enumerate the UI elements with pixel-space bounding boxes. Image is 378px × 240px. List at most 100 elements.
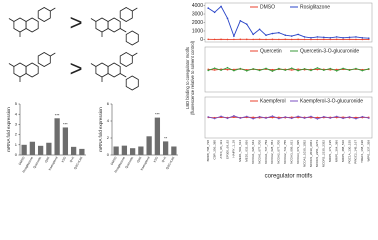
comparison-symbol: >	[70, 56, 83, 81]
data-point	[310, 36, 312, 39]
bond	[50, 52, 56, 57]
data-point	[252, 68, 254, 70]
x-tick-label: NRIP1_173_195	[328, 140, 332, 163]
data-point	[278, 116, 280, 119]
data-point	[233, 116, 235, 118]
x-tick-label: WIPI1_337_359	[367, 140, 371, 162]
significance-label: ***	[155, 112, 160, 117]
data-point	[355, 67, 357, 70]
bar	[62, 127, 69, 155]
chemical-ring	[95, 62, 109, 78]
data-point	[342, 116, 344, 118]
data-point	[271, 70, 274, 72]
chemical-ring	[13, 17, 27, 33]
chemical-ring	[119, 52, 133, 67]
data-point	[258, 28, 261, 31]
bar	[37, 145, 44, 155]
bond	[90, 18, 97, 22]
data-point	[233, 69, 235, 72]
data-point	[355, 116, 357, 119]
data-point	[329, 36, 332, 39]
bond	[8, 63, 15, 67]
bar	[79, 148, 85, 155]
data-point	[220, 69, 222, 71]
x-tick-label: MED1_632_656	[245, 140, 249, 162]
data-point	[226, 117, 229, 120]
x-tick-label: NRIP1_488_510	[341, 140, 345, 163]
y-tick-label: 4	[107, 118, 110, 123]
data-point	[367, 68, 370, 70]
data-point	[361, 36, 364, 39]
data-point	[252, 117, 254, 120]
y-axis-label: mRNA fold expression	[6, 107, 11, 152]
data-point	[258, 115, 261, 118]
data-point	[329, 67, 332, 70]
data-point	[335, 38, 338, 41]
data-point	[355, 117, 357, 120]
data-point	[207, 38, 210, 41]
x-axis-label: coregulator motifs	[265, 174, 313, 180]
bar	[29, 141, 36, 155]
data-point	[284, 116, 287, 118]
x-tick-label: DMSO	[18, 155, 26, 165]
data-point	[297, 115, 299, 118]
data-point	[213, 117, 216, 120]
y-tick-label: 0	[107, 152, 110, 157]
x-tick-label: NCOR1_2039_2061	[309, 140, 313, 168]
x-tick-label: BRD8_708_728	[206, 140, 210, 162]
significance-label: ***	[55, 112, 60, 117]
data-point	[342, 67, 344, 70]
data-point	[367, 37, 370, 39]
data-point	[329, 69, 332, 71]
data-point	[348, 36, 351, 39]
data-point	[213, 69, 216, 71]
data-point	[367, 38, 370, 41]
x-tick-label: Q3G	[136, 155, 143, 163]
data-point	[265, 38, 267, 41]
panel-frame	[204, 46, 373, 93]
legend-label: Kaempferol	[260, 98, 286, 104]
data-point	[271, 68, 274, 71]
panel-frame	[204, 2, 373, 43]
data-point	[278, 67, 280, 70]
data-point	[310, 69, 312, 72]
y-tick-label: 2	[107, 135, 110, 140]
data-point	[239, 38, 242, 41]
data-point	[297, 38, 299, 41]
data-point	[335, 36, 338, 38]
legend-label: Quercetin	[260, 48, 282, 54]
x-tick-label: ATF4_96_113	[219, 140, 223, 159]
data-point	[335, 70, 338, 72]
data-point	[348, 38, 351, 41]
data-point	[233, 35, 235, 37]
bar	[54, 118, 60, 155]
y-tick-label: 4000	[192, 3, 203, 9]
data-point	[213, 67, 216, 69]
y-tick-label: 4	[15, 111, 18, 116]
data-point	[284, 34, 287, 37]
bond	[119, 73, 127, 78]
data-point	[310, 116, 312, 119]
data-point	[284, 38, 287, 41]
x-tick-label: NCOA2_733_755	[283, 140, 287, 164]
data-point	[245, 38, 248, 41]
x-tick-label: Q+K	[161, 156, 168, 163]
bar	[154, 117, 161, 155]
data-point	[207, 7, 210, 9]
chemical-ring	[125, 30, 139, 46]
data-point	[290, 69, 293, 71]
data-point	[290, 117, 293, 120]
bond	[50, 7, 56, 12]
data-point	[226, 68, 229, 71]
data-point	[316, 68, 319, 71]
data-point	[303, 68, 306, 70]
x-tick-label: Quercetin	[124, 156, 134, 170]
data-point	[245, 70, 248, 72]
data-point	[361, 115, 364, 118]
data-point	[207, 68, 210, 71]
data-point	[303, 117, 306, 119]
bar	[46, 142, 52, 155]
bond	[8, 18, 15, 22]
x-tick-label: NCOA2_628_651	[270, 140, 274, 164]
data-point	[233, 115, 235, 117]
